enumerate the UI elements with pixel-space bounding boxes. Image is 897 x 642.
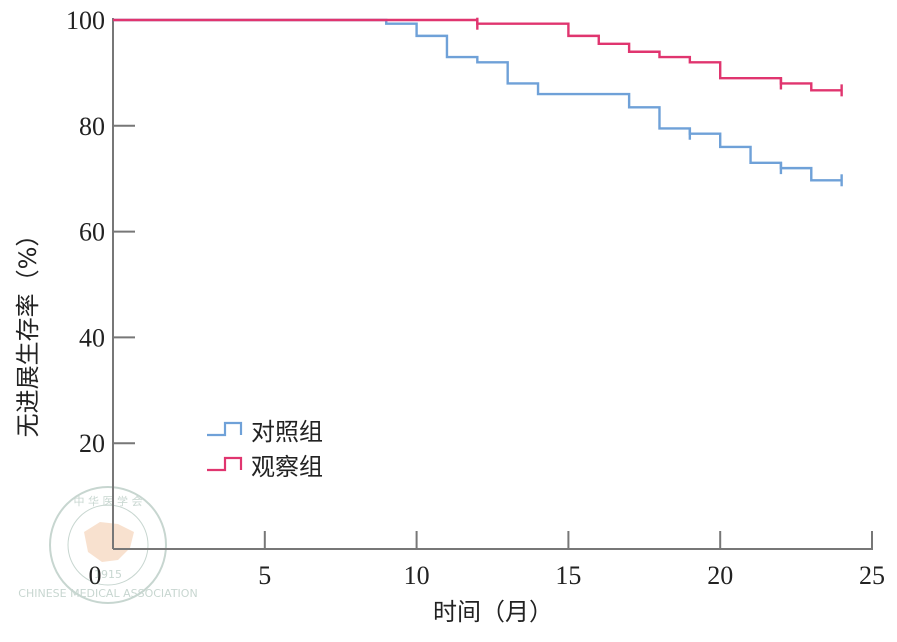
x-tick-label: 10 <box>404 561 430 590</box>
watermark-year: 1915 <box>94 568 122 581</box>
series-line-observation <box>113 18 842 92</box>
x-tick-label: 25 <box>859 561 885 590</box>
legend-label-control: 对照组 <box>251 418 323 446</box>
legend-label-observation: 观察组 <box>251 453 323 481</box>
y-tick-label: 40 <box>79 323 105 352</box>
y-axis-title: 无进展生存率（%） <box>14 223 42 438</box>
watermark-top-text: 中 华 医 学 会 <box>74 494 143 508</box>
x-axis-title: 时间（月） <box>433 598 553 626</box>
association-watermark: 中 华 医 学 会 CHINESE MEDICAL ASSOCIATION 19… <box>18 486 198 604</box>
watermark-ring <box>49 486 167 604</box>
watermark-bottom-text: CHINESE MEDICAL ASSOCIATION <box>18 587 197 600</box>
y-tick-label: 80 <box>79 112 105 141</box>
watermark-inner-ring <box>67 504 149 586</box>
watermark-map-shape <box>84 522 134 562</box>
y-tick-label: 20 <box>79 429 105 458</box>
series-line-control <box>113 18 842 182</box>
x-tick-label: 5 <box>258 561 271 590</box>
y-tick-label: 60 <box>79 218 105 247</box>
legend: 对照组 观察组 <box>207 418 323 481</box>
legend-swatch-observation <box>207 456 243 472</box>
x-tick-label: 20 <box>707 561 733 590</box>
y-tick-label: 100 <box>66 6 105 35</box>
legend-swatch-control <box>207 421 243 437</box>
x-tick-label: 0 <box>89 561 102 590</box>
x-tick-label: 15 <box>555 561 581 590</box>
